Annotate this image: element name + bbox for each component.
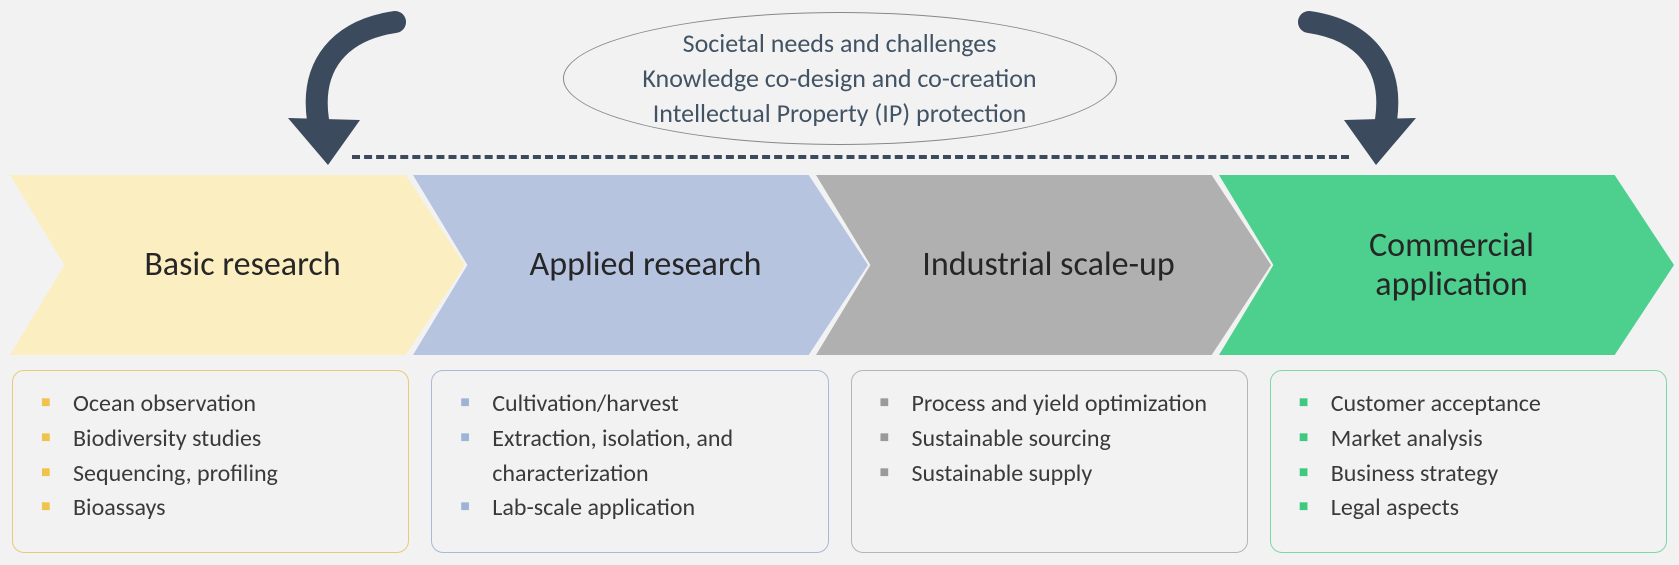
list-item: Ocean observation — [39, 387, 388, 422]
stage-title: Industrial scale-up — [816, 175, 1271, 355]
detail-box-applied: Cultivation/harvestExtraction, isolation… — [431, 370, 828, 553]
curve-arrow-left-icon — [270, 10, 410, 170]
list-item: Sequencing, profiling — [39, 457, 388, 492]
curve-arrow-right-icon — [1294, 10, 1434, 170]
list-item: Biodiversity studies — [39, 422, 388, 457]
list-item: Legal aspects — [1297, 491, 1646, 526]
list-item: Business strategy — [1297, 457, 1646, 492]
stages-row: Basic research Applied research Industri… — [10, 175, 1674, 355]
detail-box-industrial: Process and yield optimizationSustainabl… — [851, 370, 1248, 553]
list-item: Process and yield optimization — [878, 387, 1227, 422]
list-item: Cultivation/harvest — [458, 387, 807, 422]
stage-chevron-commercial: Commercial application — [1219, 175, 1674, 355]
list-item: Sustainable supply — [878, 457, 1227, 492]
context-line-1: Societal needs and challenges — [642, 26, 1036, 61]
context-line-3: Intellectual Property (IP) protection — [642, 96, 1036, 131]
detail-box-commercial: Customer acceptanceMarket analysisBusine… — [1270, 370, 1667, 553]
context-ellipse: Societal needs and challenges Knowledge … — [562, 12, 1116, 145]
context-line-2: Knowledge co-design and co-creation — [642, 61, 1036, 96]
detail-boxes-row: Ocean observationBiodiversity studiesSeq… — [12, 370, 1667, 553]
stage-title: Commercial application — [1219, 175, 1674, 355]
list-item: Lab-scale application — [458, 491, 807, 526]
top-context-region: Societal needs and challenges Knowledge … — [0, 0, 1679, 170]
list-item: Sustainable sourcing — [878, 422, 1227, 457]
list-item: Bioassays — [39, 491, 388, 526]
stage-chevron-industrial: Industrial scale-up — [816, 175, 1271, 355]
stage-title: Applied research — [413, 175, 868, 355]
list-item: Extraction, isolation, and characterizat… — [458, 422, 807, 492]
list-item: Customer acceptance — [1297, 387, 1646, 422]
context-text: Societal needs and challenges Knowledge … — [562, 12, 1116, 145]
detail-box-basic: Ocean observationBiodiversity studiesSeq… — [12, 370, 409, 553]
stage-chevron-applied: Applied research — [413, 175, 868, 355]
stage-chevron-basic: Basic research — [10, 175, 465, 355]
list-item: Market analysis — [1297, 422, 1646, 457]
stage-title: Basic research — [10, 175, 465, 355]
dashed-connector — [352, 155, 1349, 159]
